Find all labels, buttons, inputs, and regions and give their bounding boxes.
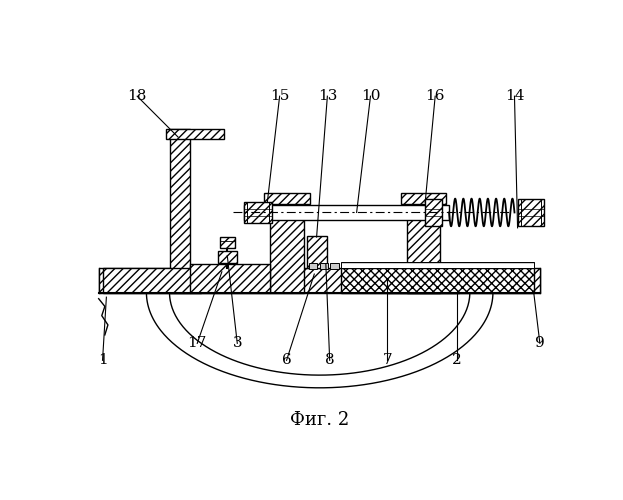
Polygon shape <box>219 237 235 248</box>
Polygon shape <box>244 202 272 223</box>
Polygon shape <box>189 264 270 292</box>
Text: 8: 8 <box>325 354 335 368</box>
Polygon shape <box>407 202 440 292</box>
Text: 1: 1 <box>98 354 107 368</box>
Text: 15: 15 <box>270 89 289 103</box>
Polygon shape <box>103 268 201 292</box>
Polygon shape <box>166 130 224 138</box>
Polygon shape <box>244 205 449 220</box>
Text: 18: 18 <box>128 89 147 103</box>
Polygon shape <box>320 264 328 270</box>
Polygon shape <box>264 193 310 204</box>
Text: 14: 14 <box>505 89 524 103</box>
Polygon shape <box>341 262 534 268</box>
Text: 17: 17 <box>188 336 207 350</box>
Polygon shape <box>170 130 189 292</box>
Polygon shape <box>341 268 534 292</box>
Polygon shape <box>518 198 544 226</box>
Polygon shape <box>307 236 327 268</box>
Polygon shape <box>270 202 304 292</box>
Text: 10: 10 <box>361 89 380 103</box>
Text: 16: 16 <box>426 89 445 103</box>
Text: 2: 2 <box>452 354 462 368</box>
Polygon shape <box>401 193 446 204</box>
Text: 13: 13 <box>318 89 337 103</box>
Polygon shape <box>425 198 442 226</box>
Text: 7: 7 <box>383 354 392 368</box>
Text: 3: 3 <box>232 336 242 350</box>
Text: 9: 9 <box>535 336 545 350</box>
Polygon shape <box>309 264 317 270</box>
Polygon shape <box>388 264 459 292</box>
Text: Фиг. 2: Фиг. 2 <box>290 412 350 430</box>
Polygon shape <box>218 251 237 262</box>
Text: 6: 6 <box>282 354 292 368</box>
Polygon shape <box>330 264 339 270</box>
Polygon shape <box>98 268 540 292</box>
